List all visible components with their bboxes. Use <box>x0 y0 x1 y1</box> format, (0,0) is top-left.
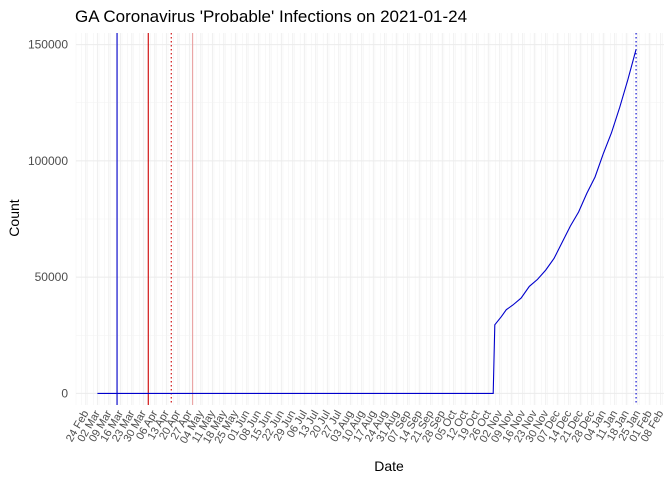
chart-title: GA Coronavirus 'Probable' Infections on … <box>75 7 467 26</box>
y-axis-title: Count <box>6 199 22 236</box>
y-tick-label: 0 <box>61 386 68 400</box>
series-line <box>97 49 637 394</box>
series-layer <box>97 49 637 394</box>
y-tick-labels: 0 50000 100000 150000 <box>28 38 68 401</box>
y-tick-label: 50000 <box>35 270 69 284</box>
y-tick-label: 150000 <box>28 38 68 52</box>
grid <box>75 33 664 405</box>
y-tick-label: 100000 <box>28 154 68 168</box>
reference-lines <box>116 33 637 405</box>
x-axis-title: Date <box>374 458 404 474</box>
